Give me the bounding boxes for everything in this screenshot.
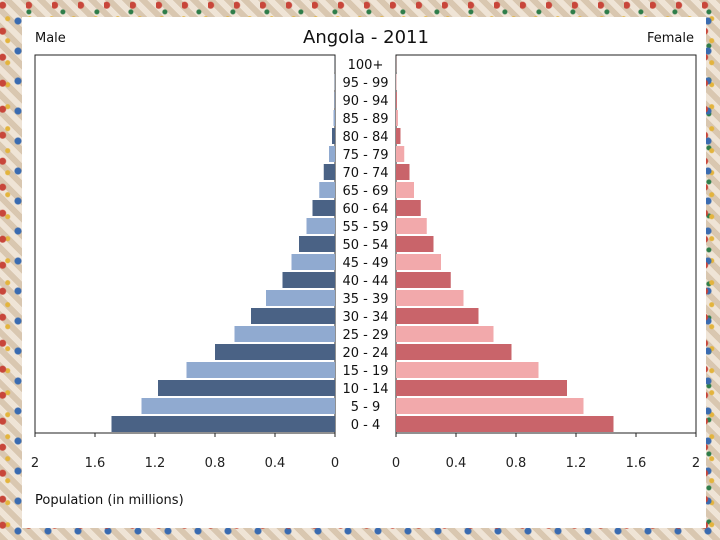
male-bar-25-29 <box>234 326 335 342</box>
male-bar-10-14 <box>158 380 335 396</box>
age-label-60-64: 60 - 64 <box>342 202 388 217</box>
age-label-15-19: 15 - 19 <box>342 364 388 379</box>
female-bar-55-59 <box>396 218 427 234</box>
male-tick-label-3: 0.8 <box>205 456 226 471</box>
female-bar-75-79 <box>396 146 405 162</box>
male-bar-50-54 <box>299 236 335 252</box>
male-bar-70-74 <box>323 164 335 180</box>
female-bar-30-34 <box>396 308 479 324</box>
age-label-70-74: 70 - 74 <box>342 166 388 181</box>
male-tick-label-2: 1.2 <box>145 456 166 471</box>
male-bar-65-69 <box>319 182 335 198</box>
age-label-0-4: 0 - 4 <box>351 418 381 433</box>
male-label: Male <box>35 31 66 46</box>
male-bar-15-19 <box>186 362 335 378</box>
age-label-50-54: 50 - 54 <box>342 238 388 253</box>
female-bar-35-39 <box>396 290 464 306</box>
age-label-75-79: 75 - 79 <box>342 148 388 163</box>
female-tick-label-3: 1.2 <box>566 456 587 471</box>
female-bar-45-49 <box>396 254 441 270</box>
male-bar-55-59 <box>306 218 335 234</box>
female-bar-70-74 <box>396 164 410 180</box>
chart-frame: Angola - 2011 Male Female 100+ 95 - 99 90 … <box>22 17 706 528</box>
female-tick-label-0: 0 <box>392 456 400 471</box>
age-label-95-99: 95 - 99 <box>342 76 388 91</box>
male-bar-30-34 <box>251 308 335 324</box>
age-label-5-9: 5 - 9 <box>351 400 381 415</box>
male-bar-35-39 <box>266 290 335 306</box>
age-label-35-39: 35 - 39 <box>342 292 388 307</box>
female-bar-25-29 <box>396 326 494 342</box>
male-tick-label-4: 0.4 <box>265 456 286 471</box>
age-label-30-34: 30 - 34 <box>342 310 388 325</box>
age-label-80-84: 80 - 84 <box>342 130 388 145</box>
female-bar-50-54 <box>396 236 434 252</box>
age-label-40-44: 40 - 44 <box>342 274 388 289</box>
female-bar-40-44 <box>396 272 451 288</box>
bars-group <box>111 56 614 432</box>
x-axis-label: Population (in millions) <box>35 493 184 508</box>
female-bar-85-89 <box>396 110 398 126</box>
age-label-20-24: 20 - 24 <box>342 346 388 361</box>
population-pyramid-chart: Angola - 2011 Male Female 100+ 95 - 99 90 … <box>31 27 700 508</box>
male-tick-label-0: 2 <box>31 456 39 471</box>
female-tick-label-4: 1.6 <box>626 456 647 471</box>
female-label: Female <box>647 31 694 46</box>
age-label-65-69: 65 - 69 <box>342 184 388 199</box>
age-label-85-89: 85 - 89 <box>342 112 388 127</box>
male-tick-label-1: 1.6 <box>85 456 106 471</box>
age-label-90-94: 90 - 94 <box>342 94 388 109</box>
female-bar-15-19 <box>396 362 539 378</box>
age-label-100plus: 100+ <box>348 58 384 73</box>
female-bar-65-69 <box>396 182 414 198</box>
male-bar-0-4 <box>111 416 335 432</box>
female-tick-label-5: 2 <box>692 456 700 471</box>
female-bar-10-14 <box>396 380 567 396</box>
female-bar-0-4 <box>396 416 614 432</box>
male-bar-85-89 <box>333 110 335 126</box>
male-bar-20-24 <box>215 344 335 360</box>
male-bar-40-44 <box>282 272 335 288</box>
male-bar-75-79 <box>329 146 335 162</box>
female-tick-label-2: 0.8 <box>506 456 527 471</box>
female-bar-90-94 <box>396 92 397 108</box>
male-tick-label-5: 0 <box>331 456 339 471</box>
male-bar-80-84 <box>332 128 335 144</box>
age-label-45-49: 45 - 49 <box>342 256 388 271</box>
male-bar-90-94 <box>334 92 335 108</box>
male-bar-5-9 <box>141 398 335 414</box>
male-bar-60-64 <box>312 200 335 216</box>
male-bar-45-49 <box>291 254 335 270</box>
female-bar-80-84 <box>396 128 401 144</box>
age-label-25-29: 25 - 29 <box>342 328 388 343</box>
female-bar-60-64 <box>396 200 421 216</box>
female-tick-label-1: 0.4 <box>446 456 467 471</box>
age-label-55-59: 55 - 59 <box>342 220 388 235</box>
x-ticks-group: 2 1.6 1.2 0.8 0.4 0 0 0.4 0.8 1.2 1.6 2 <box>31 433 700 471</box>
age-label-10-14: 10 - 14 <box>342 382 388 397</box>
age-labels-group: 100+ 95 - 99 90 - 94 85 - 89 80 - 84 75 - 79 7… <box>342 58 388 433</box>
chart-title: Angola - 2011 <box>303 27 429 48</box>
female-bar-20-24 <box>396 344 512 360</box>
female-bar-5-9 <box>396 398 584 414</box>
